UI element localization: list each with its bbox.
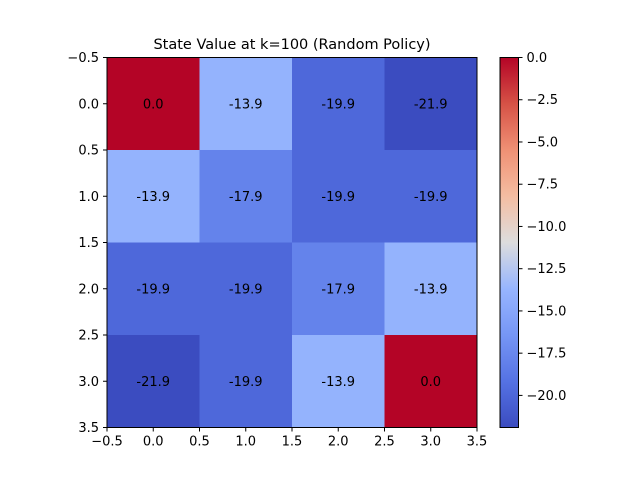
x-tick-label: 3.5 [467,435,488,450]
colorbar-tick-label: −10.0 [527,220,567,235]
y-tick-label: 1.0 [78,190,99,205]
heatmap-cell-label: -13.9 [136,190,170,205]
heatmap-cell-label: -13.9 [414,282,448,297]
y-tick-label: −0.5 [67,51,99,66]
y-tick-label: 0.0 [78,97,99,112]
colorbar-tick-label: −17.5 [527,347,567,362]
heatmap-cell [199,57,292,150]
x-tick-label: 1.0 [235,435,256,450]
colorbar-tick-label: −7.5 [527,178,559,193]
y-tick-label: 3.0 [78,375,99,390]
heatmap-cell [292,57,385,150]
x-tick-label: 0.0 [143,435,164,450]
x-tick-label: 2.0 [328,435,349,450]
heatmap-cell-label: 0.0 [420,375,441,390]
chart-title: State Value at k=100 (Random Policy) [153,37,430,53]
heatmap-cell [384,150,477,243]
y-tick-label: 2.5 [78,329,99,344]
colorbar-ticks: 0.0 −2.5 −5.0 −7.5 −10.0 −12.5 −15.0 −17.5 −20.0 [518,51,567,404]
heatmap-cell [384,242,477,335]
y-tick-label: 1.5 [78,236,99,251]
colorbar-tick-label: −20.0 [527,389,567,404]
colorbar-tick-label: −5.0 [527,135,559,150]
heatmap-cell-label: 0.0 [143,97,164,112]
x-tick-label: 3.0 [420,435,441,450]
heatmap-cell [199,150,292,243]
y-axis: −0.5 0.0 0.5 1.0 1.5 2.0 2.5 3.0 3.5 [67,51,107,436]
heatmap-cell [384,335,477,428]
x-axis: −0.5 0.0 0.5 1.0 1.5 2.0 2.5 3.0 3.5 [91,427,488,450]
colorbar [499,57,519,428]
heatmap-cell-labels: 0.0 -13.9 -19.9 -21.9 -13.9 -17.9 -19.9 -19.9 -1… [136,97,447,390]
heatmap-cell [292,242,385,335]
heatmap-cell [107,335,200,428]
colorbar-tick-label: −15.0 [527,304,567,319]
heatmap-cell [107,150,200,243]
heatmap-cell-label: -13.9 [229,97,263,112]
heatmap-cell [107,242,200,335]
heatmap-cell-label: -19.9 [136,282,170,297]
heatmap-cell-label: -21.9 [136,375,170,390]
heatmap-cell-label: -19.9 [321,190,355,205]
colorbar-tick-label: −2.5 [527,93,559,108]
heatmap-cell-label: -19.9 [414,190,448,205]
colorbar-tick-label: 0.0 [527,51,548,66]
heatmap-cell-label: -13.9 [321,375,355,390]
heatmap-cell [199,242,292,335]
x-tick-label: 1.5 [282,435,303,450]
colorbar-tick-label: −12.5 [527,262,567,277]
heatmap-cell [199,335,292,428]
heatmap-cell-label: -19.9 [321,97,355,112]
heatmap-cell-label: -17.9 [229,190,263,205]
heatmap-cell-label: -21.9 [414,97,448,112]
heatmap-cell-label: -17.9 [321,282,355,297]
heatmap-cell [107,57,200,150]
y-tick-label: 2.0 [78,282,99,297]
heatmap-cells [107,57,477,428]
x-tick-label: −0.5 [91,435,123,450]
y-tick-label: 0.5 [78,144,99,159]
x-tick-label: 0.5 [189,435,210,450]
heatmap-cell-label: -19.9 [229,282,263,297]
heatmap-cell [384,57,477,150]
x-tick-label: 2.5 [374,435,395,450]
heatmap-cell [292,335,385,428]
y-tick-label: 3.5 [78,421,99,436]
heatmap-cell-label: -19.9 [229,375,263,390]
heatmap-cell [292,150,385,243]
plot-frame [106,57,478,428]
